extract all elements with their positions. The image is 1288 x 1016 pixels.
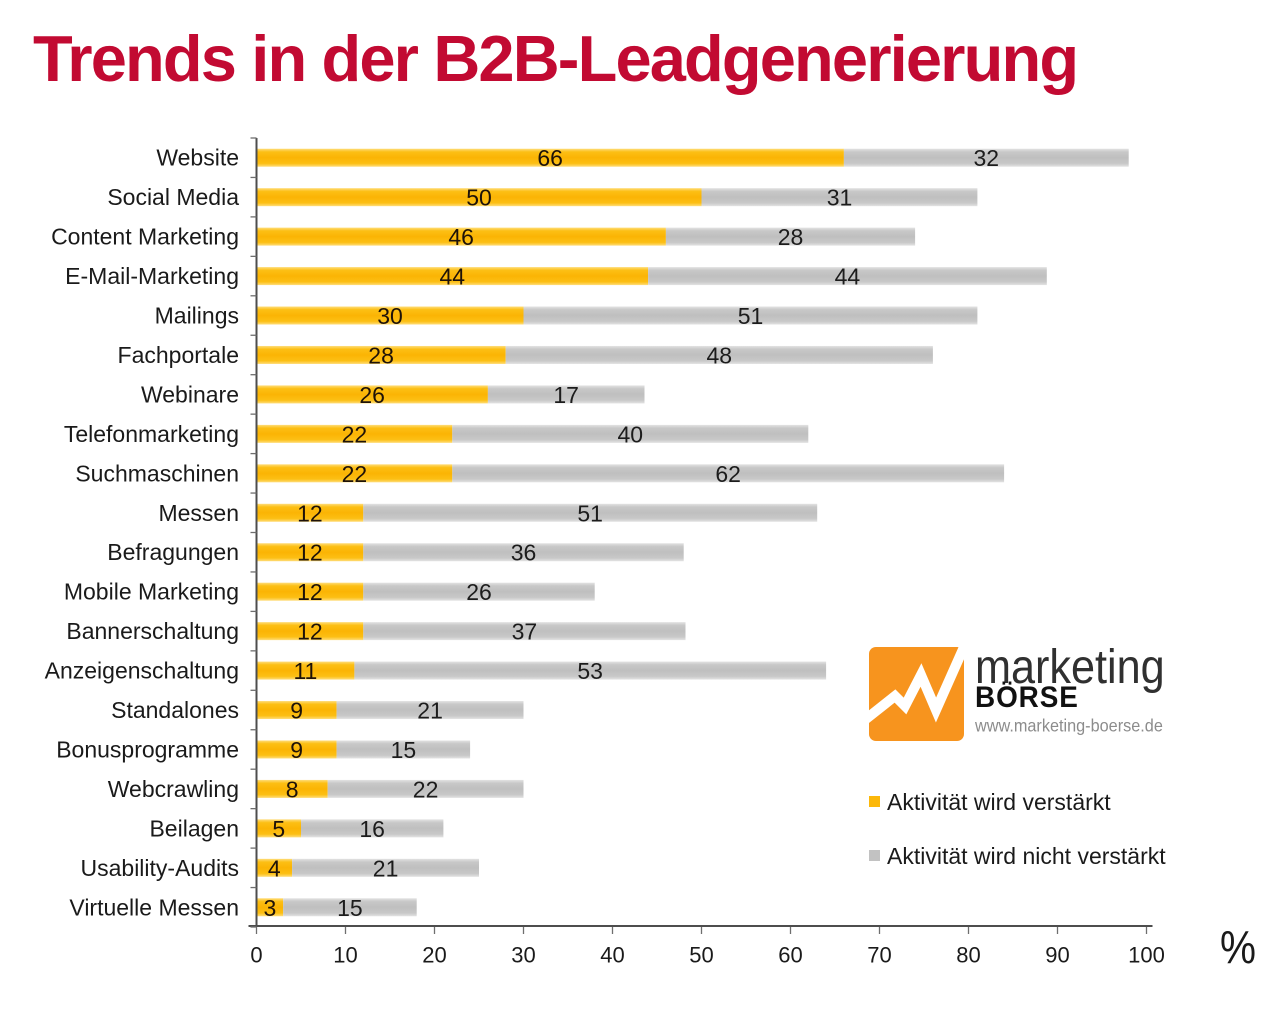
svg-text:Aktivität wird verstärkt: Aktivität wird verstärkt: [887, 789, 1111, 815]
svg-text:Virtuelle Messen: Virtuelle Messen: [69, 894, 239, 920]
svg-text:12: 12: [297, 500, 323, 526]
svg-text:28: 28: [368, 343, 394, 369]
svg-text:Bannerschaltung: Bannerschaltung: [66, 618, 239, 644]
svg-text:32: 32: [974, 145, 1000, 171]
svg-text:3: 3: [264, 895, 277, 921]
svg-text:22: 22: [342, 461, 368, 487]
svg-text:30: 30: [511, 943, 535, 968]
svg-text:66: 66: [537, 145, 563, 171]
svg-text:Mobile Marketing: Mobile Marketing: [64, 579, 239, 605]
svg-text:Content Marketing: Content Marketing: [51, 224, 239, 250]
svg-text:36: 36: [511, 540, 537, 566]
svg-text:30: 30: [377, 303, 403, 329]
svg-text:37: 37: [512, 619, 538, 645]
svg-text:12: 12: [297, 619, 323, 645]
svg-text:Aktivität wird nicht verstärkt: Aktivität wird nicht verstärkt: [887, 843, 1166, 869]
svg-text:21: 21: [417, 698, 443, 724]
svg-text:marketing: marketing: [975, 640, 1165, 694]
svg-text:62: 62: [715, 461, 741, 487]
svg-text:www.marketing-boerse.de: www.marketing-boerse.de: [974, 716, 1163, 736]
svg-text:Website: Website: [156, 145, 239, 171]
svg-text:Messen: Messen: [158, 500, 239, 526]
svg-text:Suchmaschinen: Suchmaschinen: [75, 460, 239, 486]
svg-text:28: 28: [778, 224, 804, 250]
svg-text:26: 26: [466, 579, 492, 605]
svg-text:22: 22: [413, 776, 439, 802]
svg-text:BÖRSE: BÖRSE: [975, 680, 1079, 714]
svg-text:Usability-Audits: Usability-Audits: [81, 855, 240, 881]
svg-text:8: 8: [286, 776, 299, 802]
svg-text:Anzeigenschaltung: Anzeigenschaltung: [45, 658, 239, 684]
svg-text:53: 53: [577, 658, 603, 684]
svg-text:26: 26: [359, 382, 385, 408]
svg-text:44: 44: [440, 264, 466, 290]
svg-text:Mailings: Mailings: [155, 303, 239, 329]
svg-text:E-Mail-Marketing: E-Mail-Marketing: [65, 263, 239, 289]
svg-text:10: 10: [333, 943, 357, 968]
svg-text:Social Media: Social Media: [107, 184, 239, 210]
svg-text:Bonusprogramme: Bonusprogramme: [56, 737, 239, 763]
svg-text:15: 15: [391, 737, 417, 763]
svg-text:21: 21: [373, 855, 399, 881]
svg-text:9: 9: [290, 737, 303, 763]
svg-text:70: 70: [867, 943, 891, 968]
svg-text:20: 20: [422, 943, 446, 968]
svg-text:22: 22: [342, 421, 368, 447]
svg-text:Befragungen: Befragungen: [107, 539, 239, 565]
svg-text:0: 0: [250, 943, 262, 968]
svg-text:40: 40: [600, 943, 624, 968]
svg-text:60: 60: [778, 943, 802, 968]
svg-text:48: 48: [707, 343, 733, 369]
svg-text:Webcrawling: Webcrawling: [108, 776, 239, 802]
svg-text:Standalones: Standalones: [111, 697, 239, 723]
svg-text:12: 12: [297, 579, 323, 605]
svg-text:17: 17: [553, 382, 579, 408]
svg-text:31: 31: [827, 185, 853, 211]
svg-text:12: 12: [297, 540, 323, 566]
svg-text:51: 51: [577, 500, 603, 526]
svg-text:4: 4: [268, 855, 281, 881]
svg-text:50: 50: [466, 185, 492, 211]
svg-text:Telefonmarketing: Telefonmarketing: [64, 421, 239, 447]
svg-text:50: 50: [689, 943, 713, 968]
svg-text:Fachportale: Fachportale: [118, 342, 239, 368]
svg-text:40: 40: [618, 421, 644, 447]
svg-text:5: 5: [272, 816, 285, 842]
svg-text:Beilagen: Beilagen: [149, 815, 239, 841]
svg-text:100: 100: [1128, 943, 1165, 968]
svg-text:16: 16: [359, 816, 385, 842]
svg-text:%: %: [1220, 923, 1256, 974]
svg-text:11: 11: [293, 658, 317, 684]
svg-text:90: 90: [1045, 943, 1069, 968]
svg-text:46: 46: [448, 224, 474, 250]
svg-text:51: 51: [738, 303, 764, 329]
svg-text:9: 9: [290, 698, 303, 724]
svg-text:80: 80: [956, 943, 980, 968]
svg-text:44: 44: [835, 264, 861, 290]
svg-text:15: 15: [337, 895, 363, 921]
svg-text:Webinare: Webinare: [141, 381, 239, 407]
